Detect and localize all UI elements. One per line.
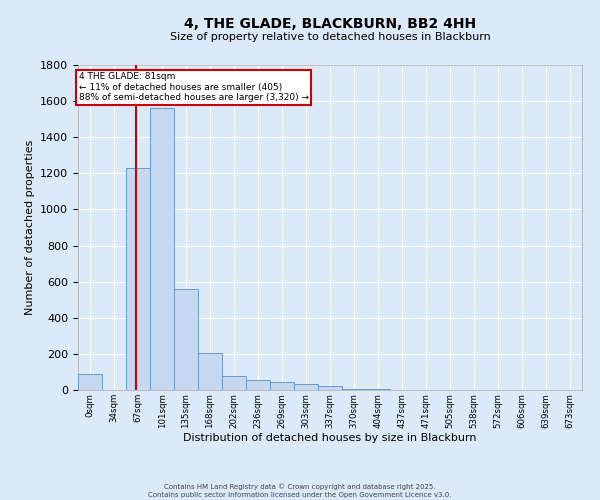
- Bar: [78, 374, 102, 390]
- Bar: [294, 384, 318, 390]
- Bar: [198, 353, 222, 390]
- X-axis label: Distribution of detached houses by size in Blackburn: Distribution of detached houses by size …: [183, 433, 477, 443]
- Y-axis label: Number of detached properties: Number of detached properties: [25, 140, 35, 315]
- Bar: [150, 108, 174, 390]
- Bar: [126, 168, 150, 390]
- Bar: [318, 386, 342, 390]
- Text: Size of property relative to detached houses in Blackburn: Size of property relative to detached ho…: [170, 32, 490, 42]
- Bar: [174, 289, 198, 390]
- Bar: [246, 380, 270, 390]
- Bar: [270, 382, 294, 390]
- Text: 4 THE GLADE: 81sqm
← 11% of detached houses are smaller (405)
88% of semi-detach: 4 THE GLADE: 81sqm ← 11% of detached hou…: [79, 72, 309, 102]
- Bar: [342, 389, 366, 390]
- Text: 4, THE GLADE, BLACKBURN, BB2 4HH: 4, THE GLADE, BLACKBURN, BB2 4HH: [184, 18, 476, 32]
- Bar: [222, 376, 246, 390]
- Text: Contains HM Land Registry data © Crown copyright and database right 2025.
Contai: Contains HM Land Registry data © Crown c…: [148, 484, 452, 498]
